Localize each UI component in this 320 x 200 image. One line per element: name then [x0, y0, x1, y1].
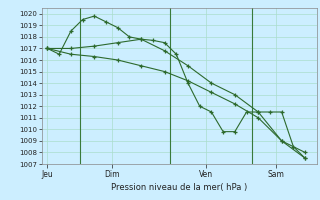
X-axis label: Pression niveau de la mer( hPa ): Pression niveau de la mer( hPa ): [111, 183, 247, 192]
